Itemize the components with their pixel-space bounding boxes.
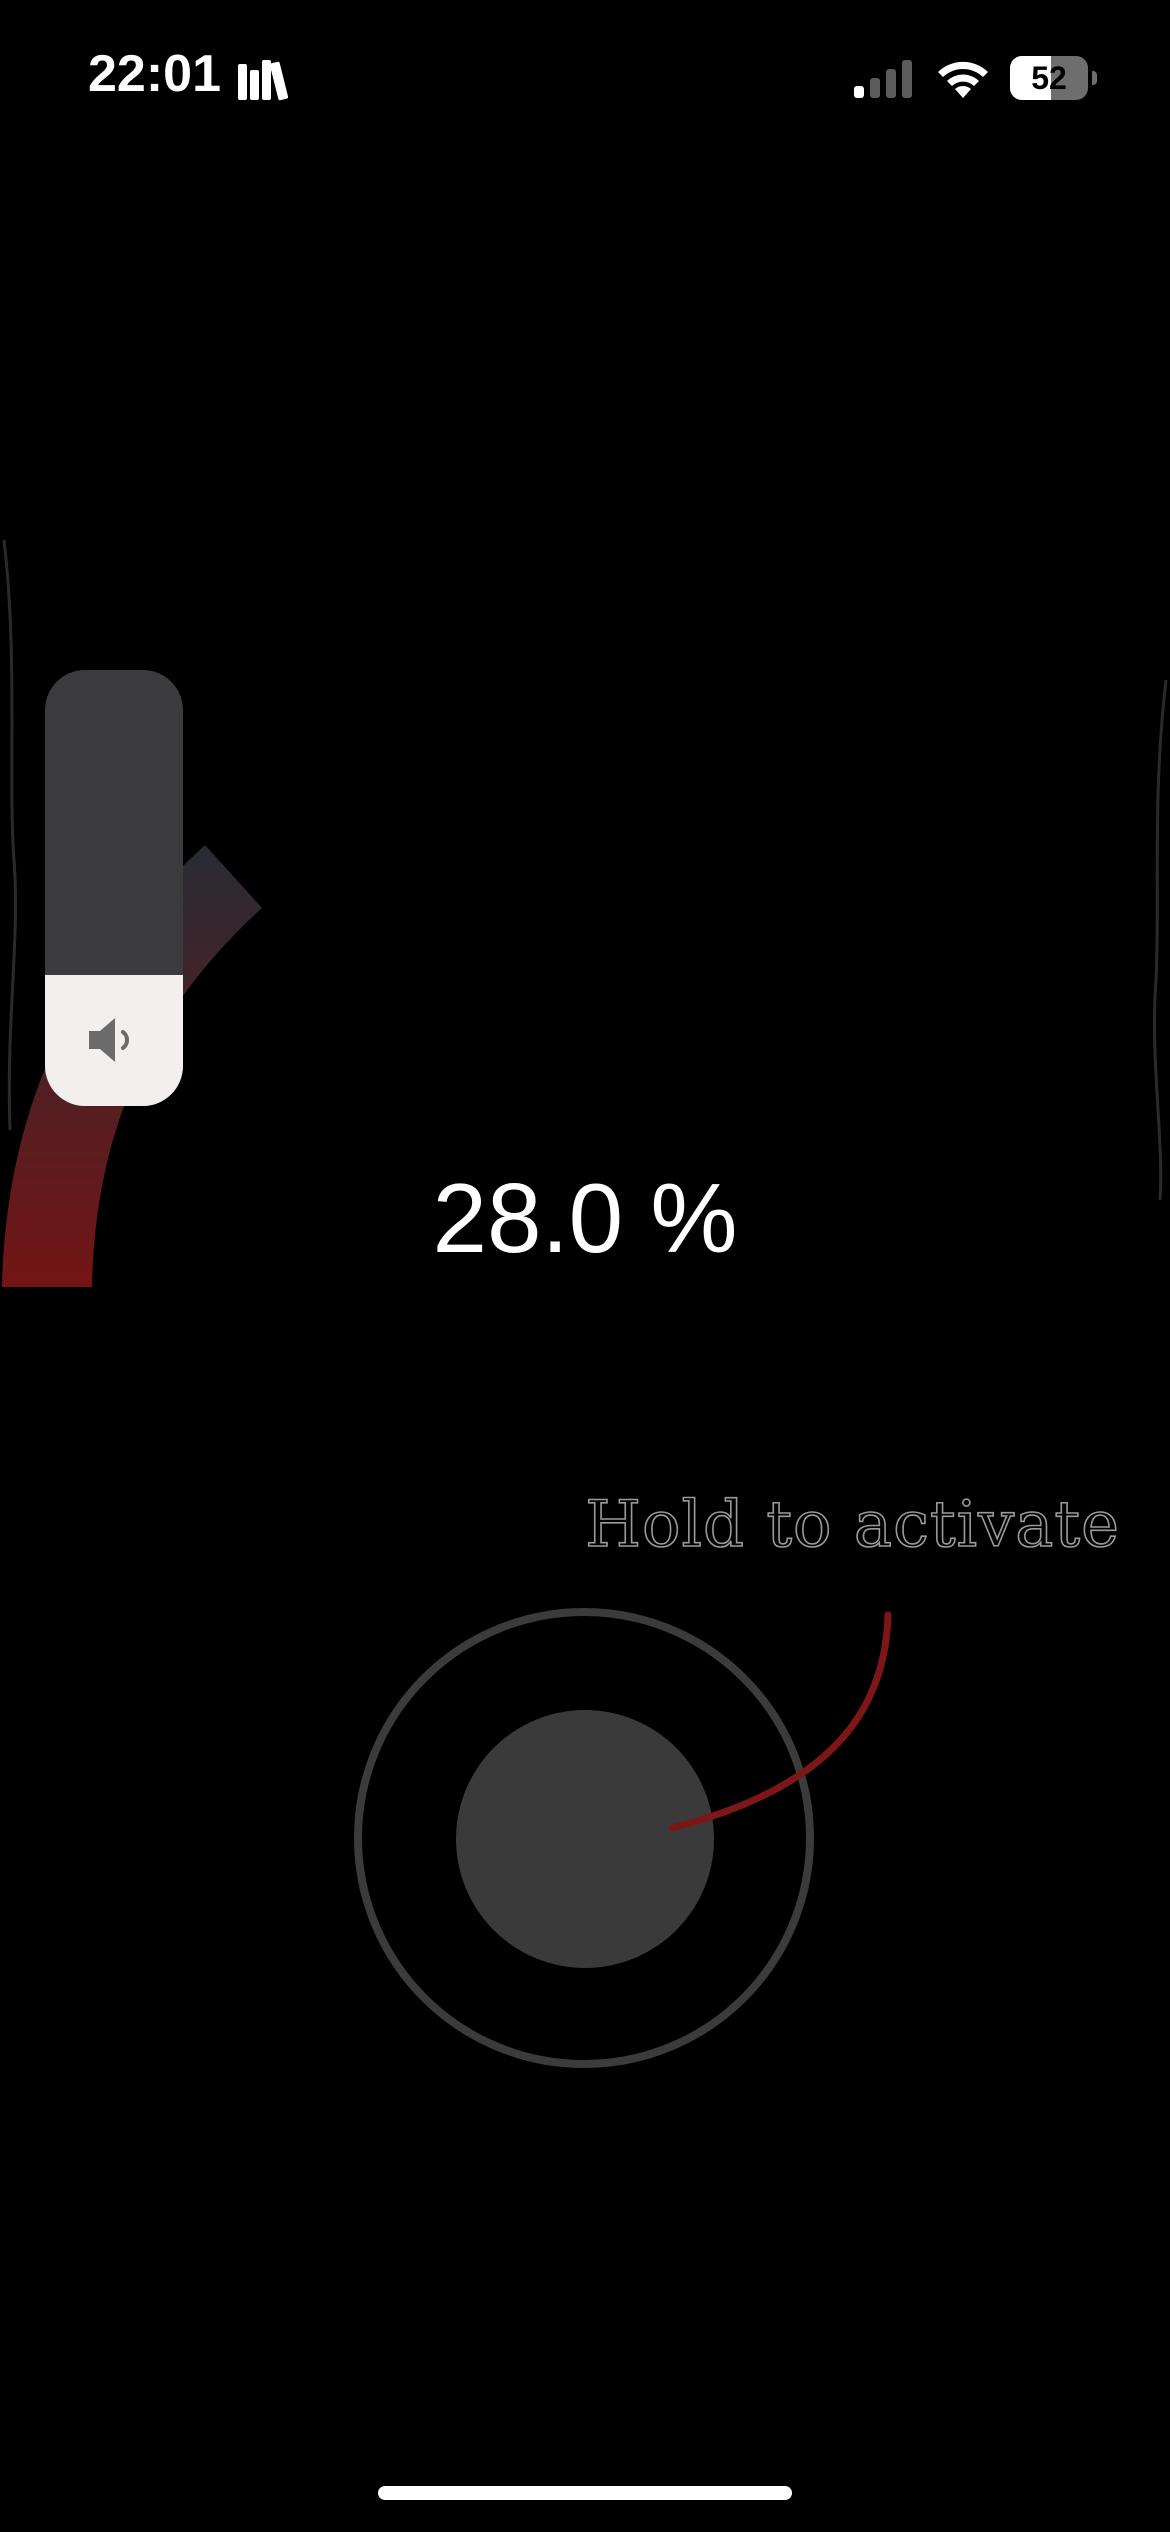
home-indicator[interactable]	[378, 2486, 792, 2500]
books-icon	[238, 60, 289, 101]
percentage-readout: 28.0 %	[432, 1163, 738, 1273]
wifi-icon	[938, 61, 988, 98]
hold-to-activate-label: Hold to activate	[584, 1487, 1120, 1563]
cellular-signal-icon	[854, 60, 912, 98]
status-time: 22:01	[88, 45, 221, 103]
activation-ring	[354, 1608, 814, 2068]
status-bar: 22:01 52	[0, 0, 1170, 150]
battery-icon: 52	[1010, 56, 1097, 100]
battery-fill	[1010, 56, 1051, 100]
volume-slider[interactable]	[45, 670, 183, 1106]
hold-to-activate-button[interactable]	[456, 1710, 714, 1968]
battery-level: 52	[1031, 60, 1067, 96]
speaker-icon	[89, 1018, 129, 1062]
